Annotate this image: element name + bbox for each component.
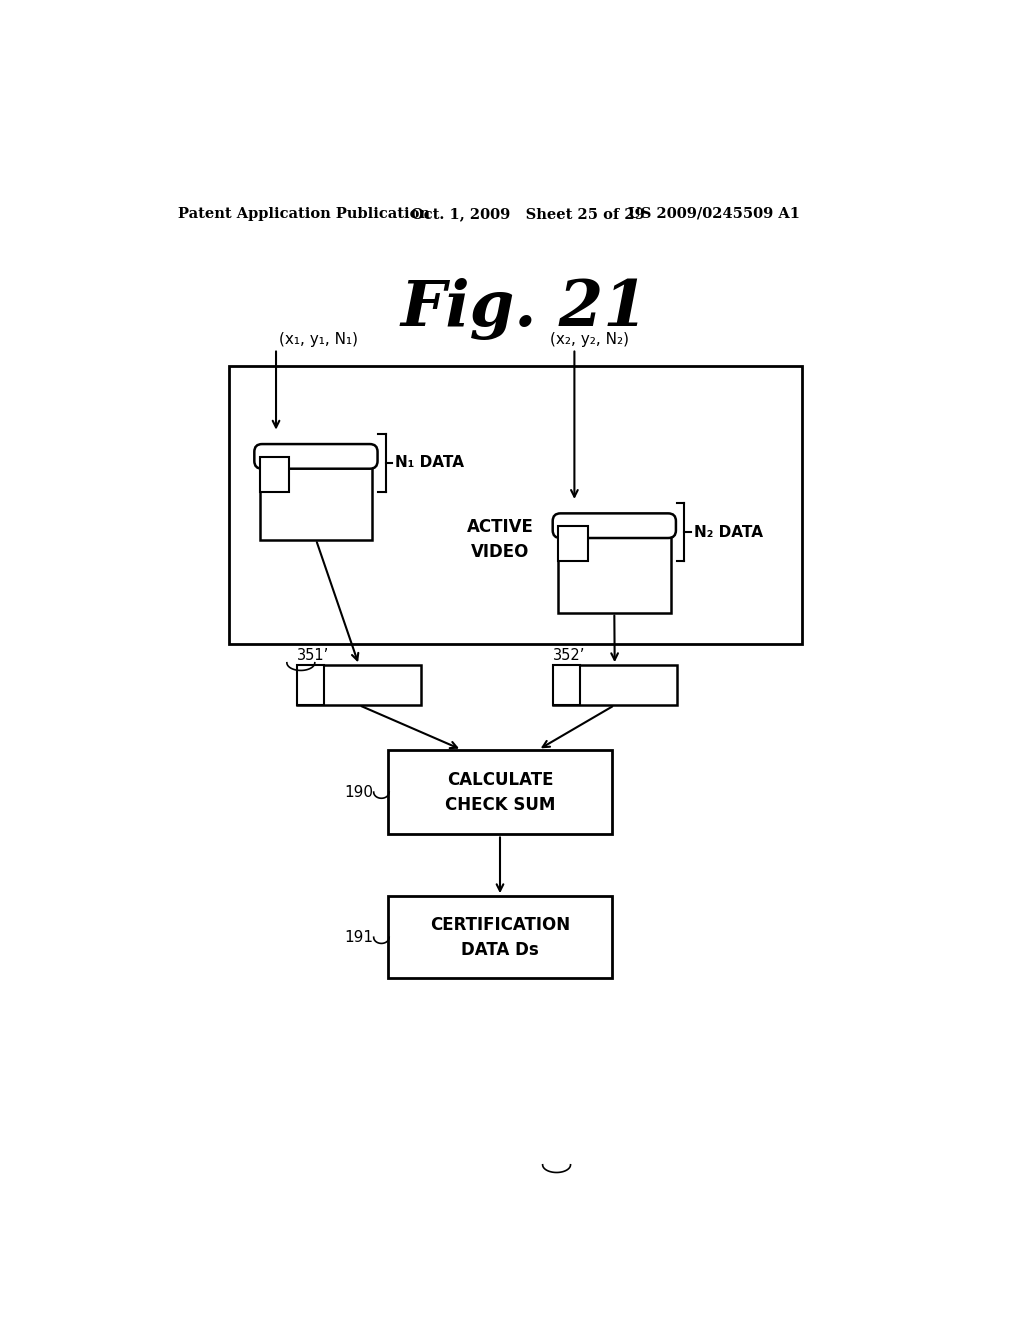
Text: CALCULATE
CHECK SUM: CALCULATE CHECK SUM bbox=[444, 771, 555, 813]
Bar bbox=[388, 750, 612, 834]
Bar bbox=[553, 665, 580, 705]
Bar bbox=[388, 896, 612, 978]
Text: N₁ DATA: N₁ DATA bbox=[395, 455, 464, 470]
Text: 352’: 352’ bbox=[553, 648, 585, 663]
Text: ACTIVE
VIDEO: ACTIVE VIDEO bbox=[467, 517, 534, 561]
Text: 191: 191 bbox=[345, 929, 374, 945]
Text: 190: 190 bbox=[345, 784, 374, 800]
Text: (x₂, y₂, N₂): (x₂, y₂, N₂) bbox=[550, 331, 630, 347]
Text: N₂ DATA: N₂ DATA bbox=[693, 525, 763, 540]
Bar bbox=[297, 665, 324, 705]
Bar bbox=[558, 527, 671, 612]
Bar bbox=[228, 366, 802, 644]
Bar bbox=[558, 527, 588, 561]
Text: Oct. 1, 2009   Sheet 25 of 29: Oct. 1, 2009 Sheet 25 of 29 bbox=[411, 207, 645, 220]
Text: Patent Application Publication: Patent Application Publication bbox=[178, 207, 430, 220]
Text: CERTIFICATION
DATA Ds: CERTIFICATION DATA Ds bbox=[430, 916, 570, 958]
Text: Fig. 21: Fig. 21 bbox=[401, 277, 648, 339]
FancyBboxPatch shape bbox=[254, 444, 378, 469]
Text: (x₁, y₁, N₁): (x₁, y₁, N₁) bbox=[280, 331, 358, 347]
Bar bbox=[553, 665, 677, 705]
Text: 351’: 351’ bbox=[297, 648, 329, 663]
Bar bbox=[260, 457, 289, 492]
FancyBboxPatch shape bbox=[553, 513, 676, 539]
Bar bbox=[297, 665, 421, 705]
Bar bbox=[260, 457, 372, 540]
Text: US 2009/0245509 A1: US 2009/0245509 A1 bbox=[628, 207, 800, 220]
